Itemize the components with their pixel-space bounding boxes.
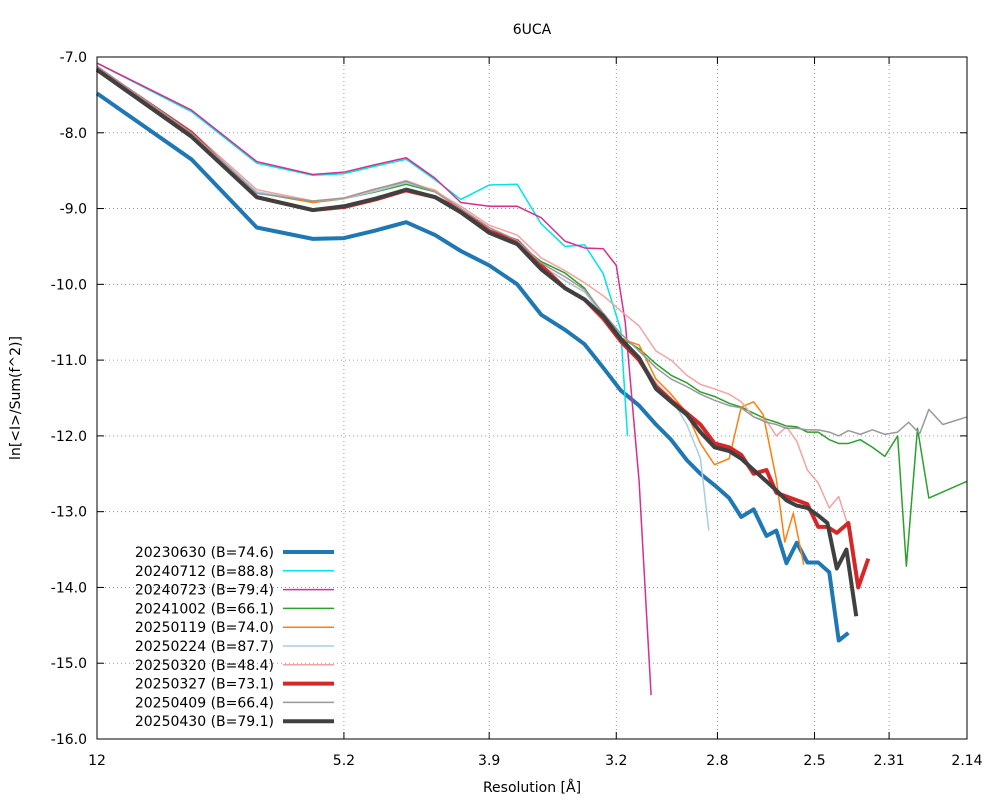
series-line-6 bbox=[96, 66, 850, 528]
x-tick-label: 2.8 bbox=[706, 753, 728, 769]
series-line-2 bbox=[96, 62, 652, 696]
y-tick-label: -10.0 bbox=[51, 277, 87, 293]
legend-label: 20250224 (B=87.7) bbox=[135, 639, 274, 655]
y-tick-label: -12.0 bbox=[51, 429, 87, 445]
x-tick-label: 3.2 bbox=[605, 753, 627, 769]
x-tick-label: 2.31 bbox=[873, 753, 904, 769]
x-axis-label: Resolution [Å] bbox=[483, 779, 581, 796]
y-tick-label: -16.0 bbox=[51, 732, 87, 748]
series-layer bbox=[95, 62, 968, 696]
y-axis-ticks: -7.0 -8.0 -9.0 -10.0 -11.0 -12.0 -13.0 -14.0 -15… bbox=[51, 50, 967, 748]
legend-label: 20241002 (B=66.1) bbox=[135, 601, 274, 617]
plot-frame bbox=[96, 56, 968, 740]
y-tick-label: -15.0 bbox=[51, 656, 87, 672]
legend-label: 20250327 (B=73.1) bbox=[135, 677, 274, 693]
series-line-3 bbox=[96, 66, 968, 567]
y-tick-label: -14.0 bbox=[51, 580, 87, 596]
x-tick-label: 12 bbox=[88, 753, 106, 769]
chart-title: 6UCA bbox=[513, 22, 552, 38]
legend-label: 20250430 (B=79.1) bbox=[135, 714, 274, 730]
series-line-8 bbox=[96, 65, 968, 437]
x-tick-label: 2.14 bbox=[951, 753, 982, 769]
legend-label: 20250119 (B=74.0) bbox=[135, 620, 274, 636]
legend-label: 20250409 (B=66.4) bbox=[135, 695, 274, 711]
legend-label: 20250320 (B=48.4) bbox=[135, 658, 274, 674]
y-axis-label: ln[<I>/Sum(f^2)] bbox=[8, 336, 24, 460]
series-line-1 bbox=[96, 62, 629, 436]
legend: 20230630 (B=74.6) 20240712 (B=88.8) 202407… bbox=[135, 545, 334, 730]
y-tick-label: -9.0 bbox=[60, 202, 87, 218]
legend-label: 20240723 (B=79.4) bbox=[135, 583, 274, 599]
x-tick-label: 5.2 bbox=[333, 753, 355, 769]
x-tick-label: 3.9 bbox=[478, 753, 500, 769]
x-axis-ticks: 12 5.2 3.9 3.2 2.8 2.5 2.31 2.14 bbox=[88, 57, 983, 769]
y-tick-label: -13.0 bbox=[51, 505, 87, 521]
series-line-0 bbox=[95, 91, 850, 643]
y-tick-label: -8.0 bbox=[60, 126, 87, 142]
legend-label: 20240712 (B=88.8) bbox=[135, 564, 274, 580]
legend-label: 20230630 (B=74.6) bbox=[135, 545, 274, 561]
x-tick-label: 2.5 bbox=[803, 753, 825, 769]
y-tick-label: -11.0 bbox=[51, 353, 87, 369]
series-line-9 bbox=[95, 68, 859, 617]
y-tick-label: -7.0 bbox=[60, 50, 87, 66]
